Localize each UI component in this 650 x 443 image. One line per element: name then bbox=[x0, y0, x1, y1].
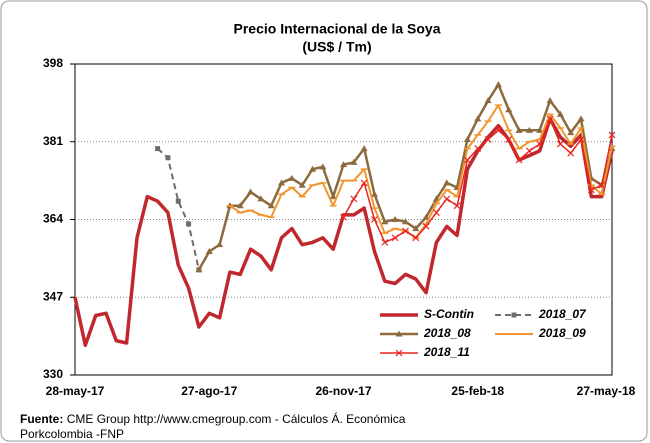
marker bbox=[391, 234, 399, 242]
marker bbox=[257, 195, 265, 202]
marker bbox=[205, 248, 213, 255]
marker bbox=[186, 221, 192, 227]
marker bbox=[402, 227, 409, 235]
y-tick-label: 347 bbox=[43, 289, 63, 303]
marker bbox=[298, 181, 306, 188]
marker bbox=[567, 129, 575, 136]
marker bbox=[494, 126, 502, 134]
marker bbox=[371, 216, 378, 223]
marker bbox=[556, 140, 564, 148]
chart-subtitle: (US$ / Tm) bbox=[302, 39, 371, 55]
source-label: Fuente: bbox=[20, 412, 63, 426]
marker bbox=[577, 136, 585, 143]
marker bbox=[494, 81, 502, 88]
marker bbox=[422, 222, 430, 230]
marker bbox=[556, 110, 564, 117]
marker bbox=[505, 136, 513, 143]
x-tick-label: 28-may-17 bbox=[46, 384, 105, 398]
marker bbox=[505, 106, 513, 113]
marker bbox=[278, 179, 286, 186]
marker bbox=[360, 145, 368, 152]
marker bbox=[319, 163, 327, 170]
marker bbox=[247, 188, 255, 195]
marker bbox=[267, 202, 275, 209]
marker bbox=[484, 97, 492, 104]
marker bbox=[567, 149, 575, 157]
legend-label: 2018_08 bbox=[423, 326, 471, 340]
legend-marker bbox=[511, 312, 517, 318]
source: Fuente: CME Group http://www.cmegroup.co… bbox=[20, 411, 406, 426]
legend-label: S-Contin bbox=[424, 307, 474, 321]
series-line bbox=[73, 117, 614, 348]
source-text2: Porkcolombia -FNP bbox=[20, 427, 124, 441]
marker bbox=[587, 186, 595, 194]
marker bbox=[216, 241, 224, 248]
marker bbox=[340, 161, 347, 168]
marker bbox=[360, 179, 368, 187]
marker bbox=[525, 126, 533, 133]
marker bbox=[536, 126, 544, 133]
marker bbox=[422, 213, 430, 220]
marker bbox=[381, 238, 389, 246]
marker bbox=[288, 174, 296, 181]
marker bbox=[340, 213, 347, 221]
marker bbox=[546, 115, 554, 123]
legend-label: 2018_11 bbox=[423, 345, 470, 359]
x-tick-label: 27-ago-17 bbox=[181, 384, 237, 398]
marker bbox=[329, 193, 337, 200]
marker bbox=[195, 266, 203, 273]
marker bbox=[598, 181, 606, 189]
marker bbox=[236, 202, 244, 209]
series-line bbox=[229, 104, 613, 239]
x-tick-label: 27-may-18 bbox=[577, 384, 636, 398]
marker bbox=[412, 234, 420, 242]
legend-label: 2018_09 bbox=[538, 326, 586, 340]
y-tick-label: 364 bbox=[43, 212, 63, 226]
marker bbox=[577, 115, 585, 122]
marker bbox=[515, 126, 523, 133]
chart-title: Precio Internacional de la Soya bbox=[234, 21, 441, 37]
marker bbox=[515, 156, 523, 164]
marker bbox=[165, 155, 171, 161]
marker bbox=[401, 218, 409, 225]
marker bbox=[391, 216, 399, 222]
marker bbox=[536, 140, 544, 148]
marker bbox=[484, 136, 492, 143]
marker bbox=[433, 209, 440, 217]
marker bbox=[155, 146, 161, 152]
marker bbox=[175, 198, 181, 204]
marker bbox=[463, 135, 471, 142]
marker bbox=[350, 195, 358, 203]
marker bbox=[412, 225, 420, 232]
marker bbox=[546, 97, 554, 104]
marker bbox=[525, 147, 533, 155]
marker bbox=[474, 145, 482, 153]
y-tick-label: 330 bbox=[43, 367, 63, 381]
legend-marker bbox=[395, 349, 403, 357]
marker bbox=[474, 115, 482, 122]
legend-label: 2018_07 bbox=[538, 307, 587, 321]
marker bbox=[309, 165, 317, 172]
marker bbox=[443, 195, 451, 203]
marker bbox=[608, 131, 616, 139]
marker bbox=[381, 218, 389, 225]
x-tick-label: 26-nov-17 bbox=[315, 384, 371, 398]
marker bbox=[370, 190, 378, 197]
marker bbox=[443, 179, 451, 186]
source-text: CME Group http://www.cmegroup.com - Cálc… bbox=[67, 411, 406, 426]
y-tick-label: 398 bbox=[43, 56, 63, 70]
marker bbox=[453, 202, 461, 210]
legend-marker bbox=[395, 330, 403, 337]
y-tick-label: 381 bbox=[43, 134, 63, 148]
marker bbox=[350, 158, 358, 165]
x-tick-label: 25-feb-18 bbox=[451, 384, 504, 398]
marker bbox=[463, 156, 471, 164]
